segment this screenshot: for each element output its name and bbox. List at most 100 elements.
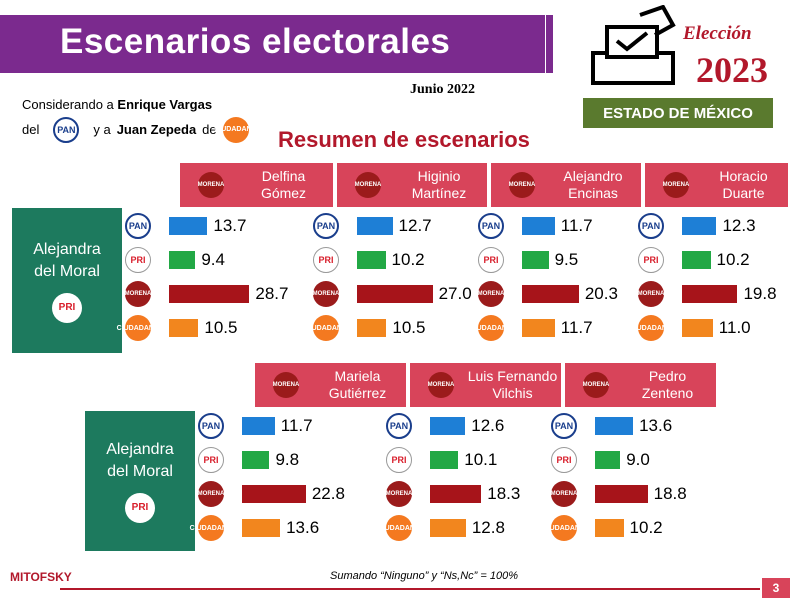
bar-row: PRI 9.4: [125, 247, 285, 275]
bar-row: PAN 12.3: [638, 213, 798, 241]
consider-prefix: Considerando a: [22, 97, 114, 112]
data-label: 18.8: [653, 484, 687, 503]
bar-row: PRI 9.5: [478, 247, 638, 275]
data-label: 10.2: [716, 250, 750, 269]
side-candidate-box-bottom: Alejandra del Moral PRI: [85, 411, 195, 551]
ballot-box-icon: [591, 5, 676, 85]
bar: [357, 285, 433, 303]
page-title: Escenarios electorales: [60, 22, 451, 61]
data-label: 12.7: [398, 216, 432, 235]
bar: [430, 519, 466, 537]
bar: [682, 319, 713, 337]
rival-name-line1: Luis Fernando: [467, 368, 558, 384]
rival-candidate-header: MORENA Delfina Gómez: [180, 163, 335, 207]
bar: [595, 417, 634, 435]
bar: [595, 485, 648, 503]
bar-row: PAN 13.6: [551, 413, 711, 441]
morena-logo-icon: MORENA: [551, 481, 577, 507]
data-label: 10.2: [629, 518, 663, 537]
bar: [522, 251, 549, 269]
footer-note: Sumando “Ninguno” y “Ns,Nc” = 100%: [330, 570, 518, 582]
pri-logo-icon: PRI: [313, 247, 339, 273]
bar: [169, 251, 196, 269]
rival-candidate-name: Higinio Martínez: [391, 168, 487, 202]
consider-mid: y a: [93, 122, 111, 137]
morena-logo-icon: MORENA: [313, 281, 339, 307]
morena-logo-icon: MORENA: [125, 281, 151, 307]
movimiento-ciudadano-logo-icon: CIUDADANO: [470, 315, 512, 341]
bar-row: PAN 11.7: [478, 213, 638, 241]
pan-logo-icon: PAN: [198, 413, 224, 439]
rival-candidate-name: Pedro Zenteno: [619, 368, 716, 402]
bar: [522, 217, 555, 235]
title-band: [0, 15, 545, 73]
bar: [522, 285, 579, 303]
rival-name-line2: Martínez: [411, 185, 467, 201]
morena-logo-icon: MORENA: [663, 172, 689, 198]
rival-candidate-name: Delfina Gómez: [234, 168, 333, 202]
movimiento-ciudadano-logo-icon: CIUDADANO: [214, 117, 257, 143]
rival-name-line1: Mariela: [334, 368, 381, 384]
data-label: 11.0: [718, 318, 751, 337]
bar-row: CIUDADANO 11.0: [630, 315, 798, 343]
bar: [242, 417, 275, 435]
page-number: 3: [762, 578, 790, 598]
logo-year: 2023: [696, 50, 768, 90]
rival-candidate-header: MORENA Mariela Gutiérrez: [255, 363, 408, 407]
data-label: 13.6: [286, 518, 320, 537]
bar: [169, 285, 250, 303]
rival-candidate-name: Horacio Duarte: [699, 168, 788, 202]
rival-name-line1: Pedro: [648, 368, 687, 384]
morena-logo-icon: MORENA: [198, 172, 224, 198]
bar: [242, 485, 306, 503]
data-label: 13.7: [213, 216, 247, 235]
bar-row: MORENA 28.7: [125, 281, 289, 309]
bar: [522, 319, 555, 337]
bar-row: PAN 13.7: [125, 213, 285, 241]
bar-row: MORENA 22.8: [198, 481, 358, 509]
survey-date: Junio 2022: [410, 82, 475, 97]
morena-logo-icon: MORENA: [355, 172, 381, 198]
data-label: 11.7: [560, 318, 593, 337]
data-label: 27.0: [438, 284, 472, 303]
pri-logo-icon: PRI: [125, 493, 155, 523]
movimiento-ciudadano-logo-icon: CIUDADANO: [543, 515, 585, 541]
morena-logo-icon: MORENA: [638, 281, 664, 307]
bar-row: MORENA 20.3: [478, 281, 638, 309]
side-candidate-name: Alejandra del Moral: [33, 240, 101, 280]
bar: [169, 319, 199, 337]
rival-name-line1: Horacio: [719, 168, 768, 184]
data-label: 10.5: [204, 318, 238, 337]
morena-logo-icon: MORENA: [273, 372, 299, 398]
bar-row: PAN 12.6: [386, 413, 546, 441]
consider-name-1: Enrique Vargas: [117, 97, 213, 112]
bar-row: PRI 10.2: [638, 247, 798, 275]
movimiento-ciudadano-logo-icon: CIUDADANO: [117, 315, 159, 341]
brand-logo: MITOFSKY: [10, 570, 72, 584]
morena-logo-icon: MORENA: [198, 481, 224, 507]
pan-logo-icon: PAN: [478, 213, 504, 239]
bar: [430, 417, 466, 435]
section-subtitle: Resumen de escenarios: [278, 127, 530, 152]
bar: [242, 451, 270, 469]
data-label: 28.7: [255, 284, 289, 303]
bar-row: MORENA 27.0: [313, 281, 473, 309]
pri-logo-icon: PRI: [551, 447, 577, 473]
morena-logo-icon: MORENA: [583, 372, 609, 398]
data-label: 19.8: [743, 284, 777, 303]
data-label: 12.3: [722, 216, 756, 235]
logo-state-banner: ESTADO DE MÉXICO: [583, 98, 773, 128]
movimiento-ciudadano-logo-icon: CIUDADANO: [190, 515, 232, 541]
data-label: 9.8: [275, 450, 300, 469]
bar-row: CIUDADANO 11.7: [470, 315, 638, 343]
election-logo: Elección 2023 ESTADO DE MÉXICO: [583, 5, 783, 128]
rival-name-line2: Gutiérrez: [328, 385, 387, 401]
bar: [682, 251, 711, 269]
rival-name-line2: Duarte: [722, 185, 765, 201]
footer-divider: [60, 588, 760, 590]
pan-logo-icon: PAN: [551, 413, 577, 439]
rival-candidate-header: MORENA Higinio Martínez: [337, 163, 489, 207]
rival-candidate-name: Mariela Gutiérrez: [309, 368, 406, 402]
pan-logo-icon: PAN: [125, 213, 151, 239]
bar: [357, 319, 387, 337]
